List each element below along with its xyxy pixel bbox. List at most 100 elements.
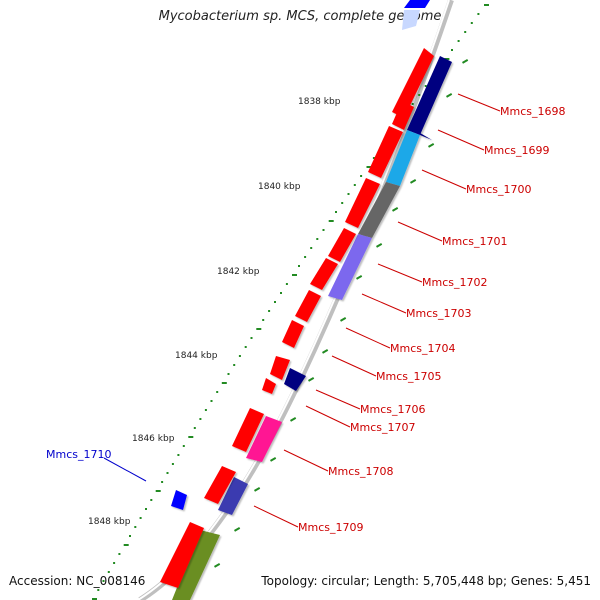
scale-tick xyxy=(269,457,277,462)
gene-block-1709-outer xyxy=(172,530,220,600)
label-1701: Mmcs_1701 xyxy=(442,235,507,248)
ruler-dot xyxy=(171,463,174,465)
gene-arrow-1707 xyxy=(232,408,264,452)
gene-arrow-1706b xyxy=(262,378,276,394)
ruler-dot xyxy=(298,265,300,267)
ruler-dot xyxy=(188,436,194,438)
scale-tick xyxy=(290,417,297,422)
gene-arrow-1701 xyxy=(345,178,380,228)
gene-arrow-1702 xyxy=(328,228,356,262)
gene-arrow-1700 xyxy=(368,126,403,178)
backbone xyxy=(137,0,450,600)
gene-block-top-light xyxy=(402,10,420,30)
ruler-dot xyxy=(304,256,307,258)
label-1700: Mmcs_1700 xyxy=(466,183,531,196)
scale-tick xyxy=(214,563,221,568)
ruler-dot xyxy=(233,364,236,366)
gene-arrow-1699 xyxy=(392,101,414,130)
gene-arrow-1705 xyxy=(282,320,304,348)
ruler-dot xyxy=(418,94,421,96)
ruler-dot xyxy=(92,598,97,600)
ruler-dot xyxy=(129,535,131,537)
ruler-dot xyxy=(177,454,180,456)
gene-block-1707-outer xyxy=(246,416,282,462)
leader-1703 xyxy=(361,293,407,314)
ruler-dot xyxy=(328,220,334,222)
leader-1698 xyxy=(457,93,501,112)
ruler-dot xyxy=(123,544,129,546)
ruler-dot xyxy=(118,553,121,555)
ruler-dot xyxy=(256,328,262,330)
leader-1699 xyxy=(437,129,485,151)
gene-arrow-1706 xyxy=(270,356,290,380)
ruler-dot xyxy=(166,472,169,474)
gene-arrow-1708 xyxy=(204,466,236,504)
ruler-label-1844: 1844 kbp xyxy=(175,351,218,361)
ruler-dot xyxy=(145,508,147,510)
ruler-dot xyxy=(244,346,247,348)
scale-tick xyxy=(462,59,469,64)
ruler-label-1848: 1848 kbp xyxy=(88,517,131,527)
ruler-dot xyxy=(366,166,372,168)
leader-1708 xyxy=(283,449,329,472)
gene-arrow-1709 xyxy=(160,522,204,588)
ruler-dot xyxy=(285,283,288,285)
scale-tick xyxy=(446,93,453,98)
ruler-dot xyxy=(292,274,297,276)
ruler-dot xyxy=(268,310,271,312)
gene-arrow-1704 xyxy=(295,290,321,322)
scale-tick xyxy=(339,317,347,322)
gene-block-top-partial xyxy=(404,0,430,8)
ruler-dot xyxy=(372,157,375,159)
scale-tick xyxy=(356,275,363,280)
leader-1710 xyxy=(103,457,147,482)
genome-summary-text: Topology: circular; Length: 5,705,448 bp… xyxy=(261,574,591,588)
gene-block-1708-outer xyxy=(218,477,248,515)
gene-block-1700-outer xyxy=(386,130,420,186)
ruler-dot xyxy=(210,400,213,402)
leader-1707 xyxy=(305,405,351,428)
ruler-dot xyxy=(139,517,142,519)
scale-tick xyxy=(254,487,261,492)
ruler-dot xyxy=(97,589,100,591)
scale-tick xyxy=(234,527,241,532)
ruler-dot xyxy=(150,499,153,501)
ruler-dot xyxy=(464,31,467,33)
gene-block-1710 xyxy=(171,490,187,510)
scale-tick xyxy=(376,243,383,248)
scale-ticks xyxy=(214,59,469,568)
ruler-dot xyxy=(347,193,350,195)
ruler-dot xyxy=(107,571,110,573)
ruler-dot xyxy=(470,22,473,24)
label-1706: Mmcs_1706 xyxy=(360,403,425,416)
gene-block-1698-outer xyxy=(407,56,452,135)
ruler-label-1846: 1846 kbp xyxy=(132,434,175,444)
ruler-dot xyxy=(204,409,207,411)
gene-block-1705-outer xyxy=(284,368,306,391)
ruler-dot xyxy=(102,580,105,582)
scale-tick xyxy=(428,143,435,148)
ruler-dot xyxy=(316,238,319,240)
scale-tick xyxy=(410,178,417,184)
ruler-dot xyxy=(424,85,427,87)
gene-block-1701-outer xyxy=(358,182,400,238)
scale-tick xyxy=(392,207,399,212)
ruler-dot xyxy=(134,526,137,528)
ruler-dot xyxy=(335,211,337,213)
scale-tick xyxy=(308,377,315,382)
ruler-dot xyxy=(199,418,202,420)
ruler-dot xyxy=(310,247,313,249)
gene-arrow-1703 xyxy=(310,258,338,290)
label-1703: Mmcs_1703 xyxy=(406,307,471,320)
leader-1704 xyxy=(345,327,391,349)
gene-block-1702-outer xyxy=(328,234,372,300)
gene-arrow-1698 xyxy=(392,48,434,118)
ruler-dot xyxy=(221,382,227,384)
ruler-dot xyxy=(227,373,230,375)
label-1699: Mmcs_1699 xyxy=(484,144,549,157)
label-1698: Mmcs_1698 xyxy=(500,105,565,118)
ruler-dot xyxy=(341,202,344,204)
ruler-dot xyxy=(238,355,241,357)
